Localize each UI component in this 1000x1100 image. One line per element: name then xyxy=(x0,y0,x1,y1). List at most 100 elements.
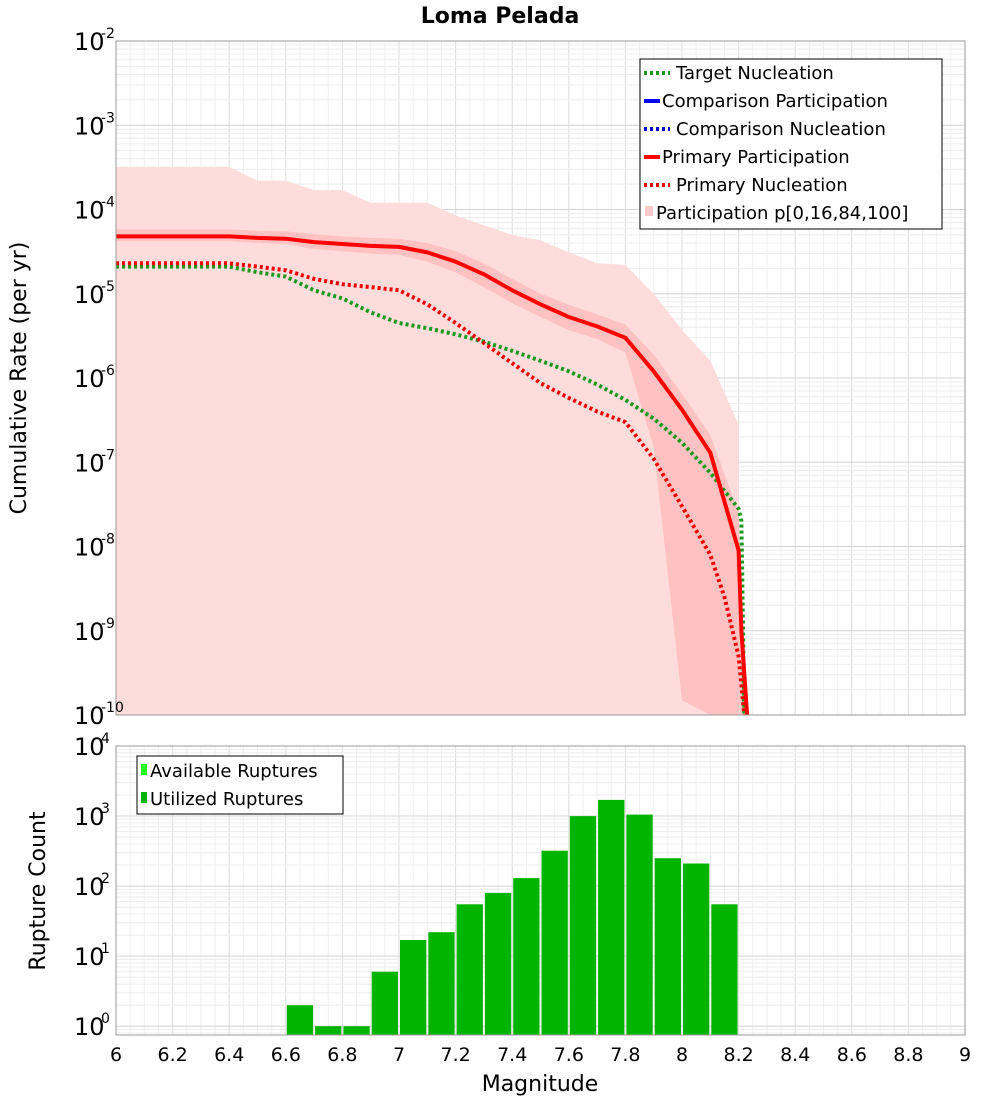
svg-text:-5: -5 xyxy=(101,279,115,295)
bar-utilized-ruptures xyxy=(456,904,483,1035)
x-tick-label: 9 xyxy=(959,1044,971,1066)
rupture-plot-frame xyxy=(115,745,966,1036)
svg-text:10: 10 xyxy=(74,449,105,477)
y-tick-label: 10-8 xyxy=(74,532,115,562)
bar-utilized-ruptures xyxy=(626,814,653,1035)
svg-text:-2: -2 xyxy=(101,26,115,42)
svg-text:-7: -7 xyxy=(101,447,115,463)
svg-text:-10: -10 xyxy=(101,700,124,716)
svg-text:10: 10 xyxy=(74,943,105,971)
y-tick-label: 10-10 xyxy=(74,700,124,730)
svg-text:10: 10 xyxy=(74,365,105,393)
svg-text:1: 1 xyxy=(101,941,110,957)
legend-label-primary-participation: Primary Participation xyxy=(662,147,850,168)
y-tick-label: 102 xyxy=(74,871,110,901)
series-line-target-nucleation xyxy=(116,264,747,715)
series-line-primary-nucleation xyxy=(116,261,747,715)
svg-text:10: 10 xyxy=(74,1013,105,1041)
svg-text:10: 10 xyxy=(74,28,105,56)
band-outer-p0-p100 xyxy=(116,166,739,715)
bar-utilized-ruptures xyxy=(371,971,398,1035)
x-tick-label: 6.2 xyxy=(157,1044,187,1066)
y-tick-label: 10-6 xyxy=(74,363,115,393)
rate-plot-panel: 10-210-310-410-510-610-710-810-910-10 Lo… xyxy=(7,4,966,730)
svg-text:-3: -3 xyxy=(101,110,115,126)
svg-text:10: 10 xyxy=(74,733,105,761)
bar-utilized-ruptures xyxy=(569,816,597,1035)
svg-text:4: 4 xyxy=(101,731,110,747)
svg-text:10: 10 xyxy=(74,618,105,646)
svg-text:2: 2 xyxy=(101,871,110,887)
band-inner-p16-p84 xyxy=(116,229,748,715)
x-tick-label: 8.6 xyxy=(837,1044,867,1066)
x-tick-label: 7.2 xyxy=(440,1044,470,1066)
legend-label-target-nucleation: Target Nucleation xyxy=(675,63,834,84)
series-line-primary-participation xyxy=(116,234,750,715)
rupture-legend: Available Ruptures Utilized Ruptures xyxy=(136,755,344,815)
y-tick-label: 10-4 xyxy=(74,195,115,225)
x-tick-label: 7.6 xyxy=(554,1044,584,1066)
x-tick-label: 6.4 xyxy=(214,1044,244,1066)
legend-swatch-available-ruptures xyxy=(141,764,147,775)
svg-text:0: 0 xyxy=(101,1011,110,1027)
bar-utilized-ruptures xyxy=(286,1005,314,1035)
svg-text:3: 3 xyxy=(101,801,110,817)
y-tick-label: 100 xyxy=(74,1011,110,1041)
svg-text:10: 10 xyxy=(74,112,105,140)
legend-label-utilized-ruptures: Utilized Ruptures xyxy=(150,789,303,810)
x-tick-label: 8.4 xyxy=(780,1044,810,1066)
bar-utilized-ruptures xyxy=(400,940,427,1035)
svg-text:-8: -8 xyxy=(101,532,115,548)
rupture-legend-box xyxy=(136,755,344,815)
rupture-bars xyxy=(286,799,738,1035)
x-tick-label: 7.4 xyxy=(497,1044,527,1066)
x-tick-label: 7 xyxy=(393,1044,405,1066)
rate-legend: Target Nucleation Comparison Participati… xyxy=(639,58,943,230)
svg-text:-4: -4 xyxy=(101,195,115,211)
y-tick-label: 104 xyxy=(74,731,110,761)
legend-swatch-utilized-ruptures xyxy=(141,792,147,803)
chart-title: Loma Pelada xyxy=(421,4,580,29)
bar-utilized-ruptures xyxy=(513,878,540,1035)
legend-label-comparison-participation: Comparison Participation xyxy=(662,91,888,112)
participation-bands xyxy=(116,166,748,715)
rupture-plot-grid xyxy=(115,746,966,1035)
x-tick-label: 8.2 xyxy=(723,1044,753,1066)
svg-text:-6: -6 xyxy=(101,363,115,379)
svg-text:10: 10 xyxy=(74,281,105,309)
svg-text:-9: -9 xyxy=(101,616,115,632)
y-tick-label: 101 xyxy=(74,941,110,971)
bar-utilized-ruptures xyxy=(598,799,625,1035)
svg-text:10: 10 xyxy=(74,534,105,562)
y-tick-label: 10-3 xyxy=(74,110,115,140)
x-tick-label: 7.8 xyxy=(610,1044,640,1066)
rate-y-axis-label: Cumulative Rate (per yr) xyxy=(7,242,32,515)
y-tick-label: 10-7 xyxy=(74,447,115,477)
x-tick-label: 8 xyxy=(676,1044,688,1066)
y-tick-label: 10-9 xyxy=(74,616,115,646)
svg-text:10: 10 xyxy=(74,803,105,831)
bar-utilized-ruptures xyxy=(315,1026,342,1035)
svg-text:10: 10 xyxy=(74,873,105,901)
rupture-x-ticks: 6 6.2 6.4 6.6 6.8 7 7.2 7.4 7.6 7.8 8 8.2 8.4 8.6 8.8 9 xyxy=(110,1044,971,1066)
rate-legend-box xyxy=(639,58,943,230)
rate-plot-frame xyxy=(115,40,966,716)
bar-utilized-ruptures xyxy=(428,932,455,1035)
y-tick-label: 10-2 xyxy=(74,26,115,56)
x-tick-label: 6.8 xyxy=(327,1044,357,1066)
legend-swatch-participation-band xyxy=(645,206,653,216)
x-axis-label: Magnitude xyxy=(482,1072,599,1097)
legend-label-primary-nucleation: Primary Nucleation xyxy=(676,175,848,196)
rate-y-ticks: 10-210-310-410-510-610-710-810-910-10 xyxy=(74,26,124,730)
y-tick-label: 103 xyxy=(74,801,110,831)
bar-utilized-ruptures xyxy=(541,850,568,1035)
x-tick-label: 6 xyxy=(110,1044,122,1066)
bar-utilized-ruptures xyxy=(683,863,710,1035)
legend-label-comparison-nucleation: Comparison Nucleation xyxy=(676,119,886,140)
svg-text:10: 10 xyxy=(74,702,105,730)
rate-lines xyxy=(116,234,750,715)
